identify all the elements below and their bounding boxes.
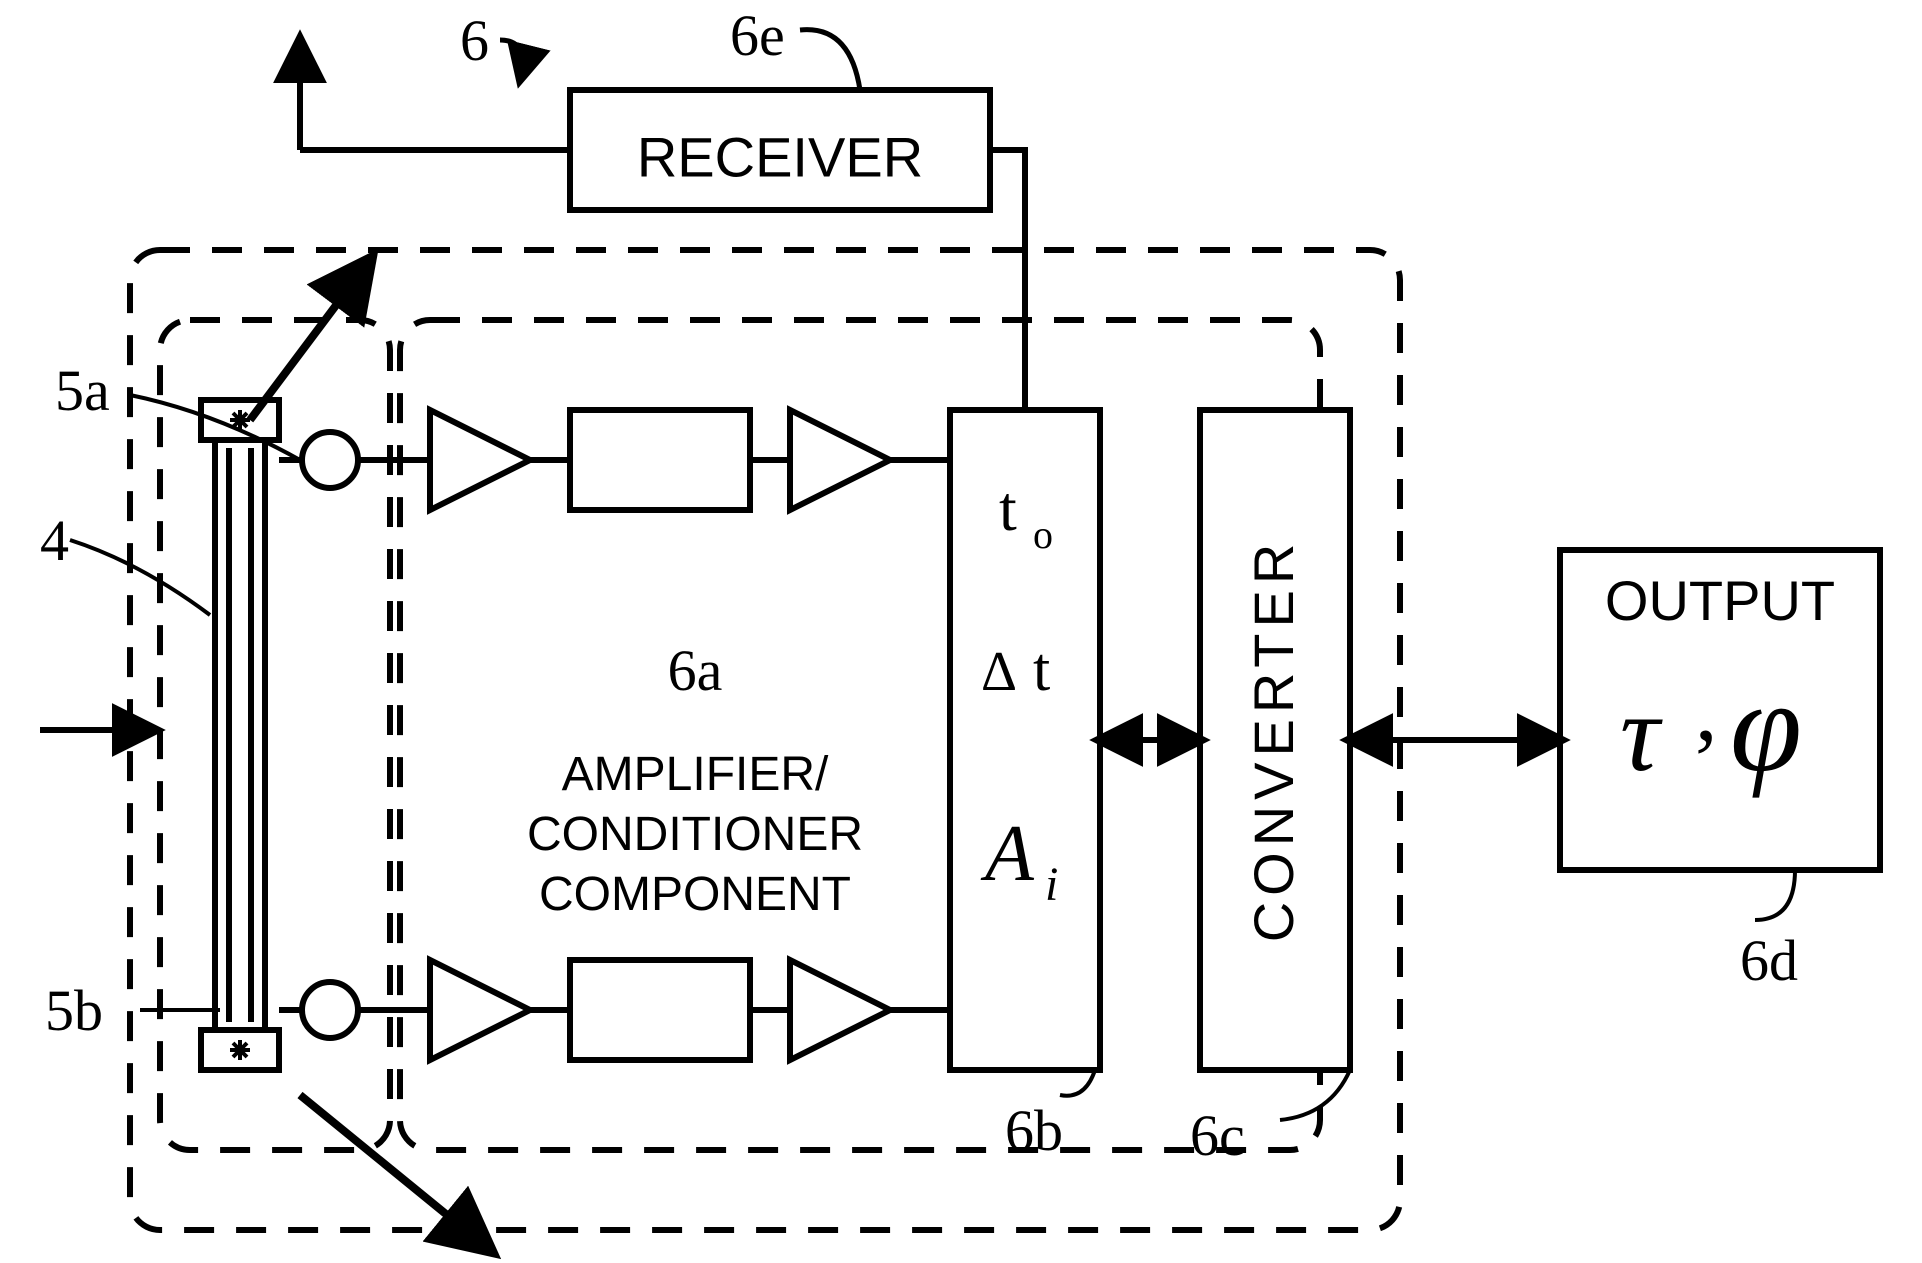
- output-label: OUTPUT: [1605, 569, 1835, 632]
- ref-6b-leader: [1060, 1070, 1095, 1096]
- ref-6a: 6a: [668, 638, 723, 703]
- meas-t0: t: [999, 473, 1017, 544]
- meas-dt: t: [1033, 636, 1050, 704]
- sensor-top: [302, 432, 358, 488]
- ref-4: 4: [40, 508, 69, 573]
- ref-6b: 6b: [1005, 1098, 1063, 1163]
- converter-label: CONVERTER: [1242, 538, 1305, 943]
- signal-arrow-bot: [300, 1095, 490, 1250]
- amp-label-1: AMPLIFIER/: [562, 748, 829, 801]
- ref-6-leader: [500, 40, 523, 80]
- block-diagram: RECEIVERtoΔtAiCONVERTEROUTPUTτ,φ6aAMPLIF…: [0, 0, 1922, 1263]
- ref-6d-leader: [1755, 870, 1795, 920]
- receiver-to-meas: [990, 150, 1025, 410]
- output-comma: ,: [1695, 661, 1718, 760]
- output-tau: τ: [1620, 672, 1663, 794]
- meas-t0-sub: o: [1033, 512, 1053, 557]
- ref-6: 6: [460, 8, 489, 73]
- receiver-label: RECEIVER: [637, 125, 923, 188]
- meas-A: A: [980, 810, 1035, 898]
- output-phi: φ: [1730, 655, 1802, 799]
- ref-4-leader: [70, 540, 210, 615]
- rod-body: [215, 440, 265, 1030]
- ref-5b: 5b: [45, 978, 103, 1043]
- meas-delta: Δ: [981, 641, 1017, 703]
- ref-5a: 5a: [55, 358, 110, 423]
- ref-6e: 6e: [730, 3, 785, 68]
- ref-6c-leader: [1280, 1070, 1350, 1120]
- filter-top: [570, 410, 750, 510]
- amp-label-2: CONDITIONER: [527, 808, 863, 861]
- ref-6c: 6c: [1190, 1103, 1245, 1168]
- signal-arrow-top: [250, 260, 370, 420]
- sensor-bot: [302, 982, 358, 1038]
- amp-label-3: COMPONENT: [539, 868, 851, 921]
- measurement-box: [950, 410, 1100, 1070]
- ref-6e-leader: [800, 30, 860, 90]
- meas-Ai-sub: i: [1045, 858, 1058, 911]
- ref-6d: 6d: [1740, 928, 1798, 993]
- filter-bot: [570, 960, 750, 1060]
